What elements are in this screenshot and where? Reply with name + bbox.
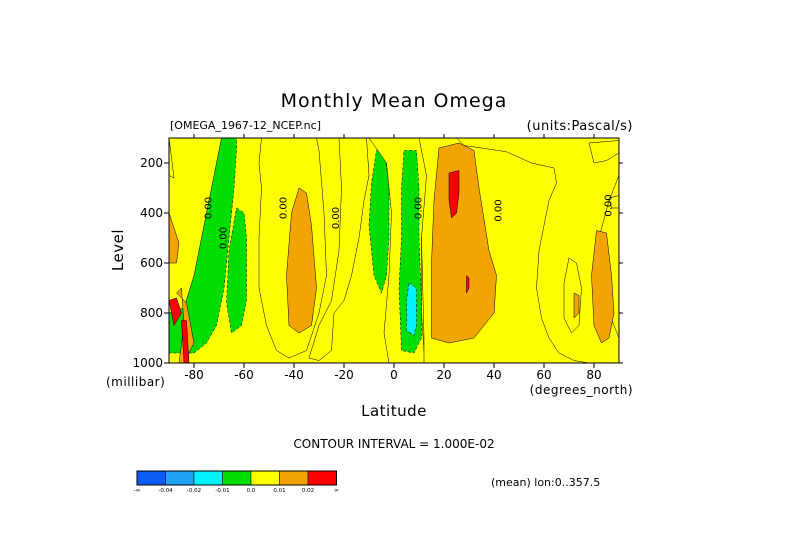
contour-label-1: 0.00: [219, 227, 230, 249]
contour-region-10: [308, 138, 370, 361]
contour-region-3: [169, 212, 180, 264]
y-tick-label-1: 400: [140, 206, 163, 220]
contour-label-5: 0.00: [494, 199, 505, 221]
x-tick-label-7: 60: [536, 368, 551, 382]
x-tick-label-3: -20: [334, 368, 354, 382]
contour-label-3: 0.00: [331, 207, 342, 229]
legend-level-3: 0.0: [247, 488, 256, 494]
contour-label-0: 0.00: [204, 197, 215, 219]
contour-region-6: [181, 320, 190, 363]
contour-regions: [169, 138, 619, 363]
y-tick-label-2: 600: [140, 256, 163, 270]
legend-frame: [136, 470, 337, 486]
color-legend: -0.04 -0.02 -0.01 0.0 0.01 0.02 -∞ ∞: [133, 470, 339, 494]
contour-region-23: [608, 195, 619, 209]
x-axis-ticks: -80 -60 -40 -20 0 20 40 60 80: [184, 134, 602, 382]
contour-interval-text: CONTOUR INTERVAL = 1.000E-02: [293, 437, 494, 451]
y-axis-units: (millibar): [106, 375, 165, 389]
legend-level-1: -0.02: [187, 488, 201, 494]
x-tick-label-4: 0: [390, 368, 398, 382]
plot-area: 0.00 0.00 0.00 0.00 0.00 0.00 0.00: [168, 137, 620, 364]
x-tick-label-1: -60: [234, 368, 254, 382]
x-tick-label-0: -80: [184, 368, 204, 382]
chart-title: Monthly Mean Omega: [281, 90, 508, 112]
y-axis-ticks: 200 400 600 800 1000: [132, 156, 623, 370]
units-label: (units:Pascal/s): [527, 119, 633, 134]
contour-label-2: 0.00: [279, 197, 290, 219]
legend-level-5: 0.02: [302, 488, 314, 494]
contour-region-5: [169, 297, 182, 326]
legend-end-high: ∞: [334, 487, 339, 494]
legend-level-2: -0.01: [215, 488, 229, 494]
dataset-filename: [OMEGA_1967-12_NCEP.nc]: [170, 119, 321, 132]
contour-region-9: [226, 207, 247, 334]
contour-region-22: [588, 140, 619, 164]
contour-label-4: 0.00: [414, 197, 425, 219]
x-tick-label-5: 20: [436, 368, 451, 382]
legend-level-0: -0.04: [158, 488, 173, 494]
contour-region-16: [431, 142, 497, 344]
contour-region-2: [169, 138, 175, 179]
x-tick-label-8: 80: [586, 368, 601, 382]
legend-swatch-6: [307, 470, 337, 486]
x-tick-label-2: -40: [284, 368, 304, 382]
y-tick-label-4: 1000: [132, 356, 163, 370]
legend-swatch-3: [222, 470, 252, 486]
legend-swatch-1: [165, 470, 195, 486]
contour-region-14: [406, 282, 417, 336]
legend-level-4: 0.01: [273, 488, 285, 494]
legend-end-low: -∞: [133, 487, 140, 494]
y-tick-label-0: 200: [140, 156, 163, 170]
legend-swatch-2: [193, 470, 223, 486]
contour-region-11: [368, 150, 390, 294]
x-tick-label-6: 40: [486, 368, 501, 382]
contour-region-21: [573, 292, 580, 319]
y-tick-label-3: 800: [140, 306, 163, 320]
contour-region-17: [448, 170, 460, 219]
contour-region-19: [591, 230, 615, 344]
y-axis-label: Level: [109, 229, 127, 271]
contour-labels: 0.00 0.00 0.00 0.00 0.00 0.00 0.00: [204, 194, 615, 249]
legend-swatch-0: [136, 470, 166, 486]
legend-swatch-4: [250, 470, 280, 486]
contour-region-18: [466, 275, 470, 294]
averaging-note: (mean) lon:0..357.5: [491, 476, 600, 489]
x-axis-label: Latitude: [361, 402, 427, 420]
contour-region-8: [286, 187, 317, 334]
legend-swatch-5: [279, 470, 309, 486]
contour-label-6: 0.00: [604, 194, 615, 216]
x-axis-units: (degrees_north): [530, 383, 633, 397]
